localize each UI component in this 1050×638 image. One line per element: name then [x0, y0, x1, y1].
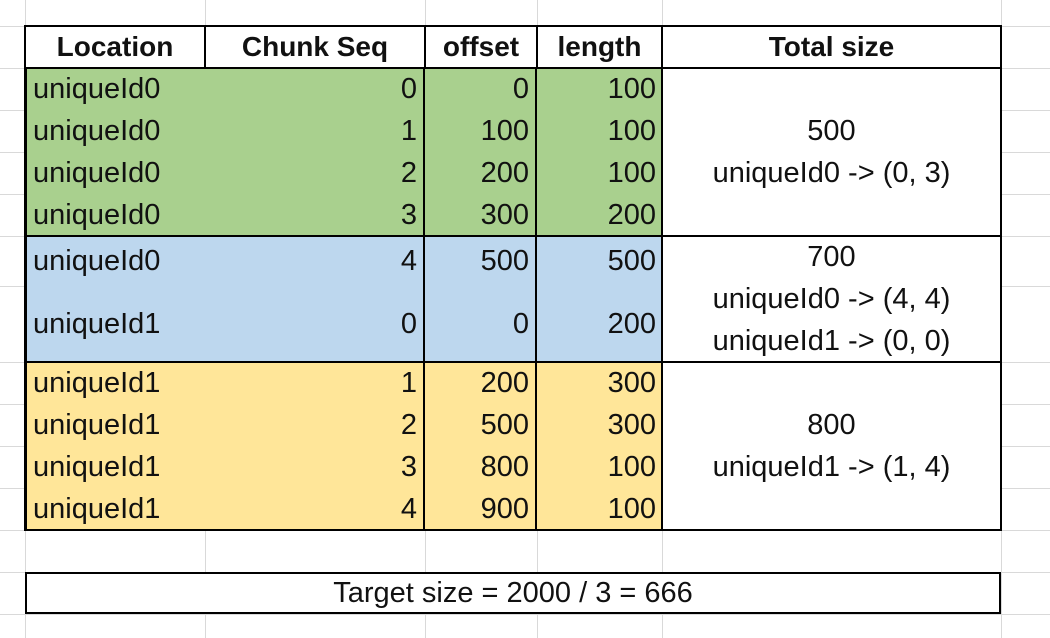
offset-cell[interactable]: 0: [425, 68, 537, 110]
offset-cell[interactable]: 200: [425, 362, 537, 404]
header-border-bottom: [25, 67, 1002, 69]
location-cell[interactable]: uniqueId0: [25, 110, 205, 152]
chunk-seq-cell[interactable]: 3: [205, 194, 425, 236]
chunk-seq-cell[interactable]: 0: [205, 68, 425, 110]
total-size-cell[interactable]: 800 uniqueId1 -> (1, 4): [662, 362, 1001, 530]
chunk-seq-cell[interactable]: 2: [205, 152, 425, 194]
length-cell[interactable]: 100: [537, 110, 662, 152]
header-length[interactable]: length: [557, 31, 642, 62]
total-size-value: 700: [807, 241, 856, 273]
location-cell[interactable]: uniqueId0: [25, 236, 205, 286]
chunk-mapping: uniqueId0 -> (4, 4): [712, 283, 951, 315]
location-cell[interactable]: uniqueId0: [25, 152, 205, 194]
length-cell[interactable]: 100: [537, 152, 662, 194]
length-cell[interactable]: 100: [537, 68, 662, 110]
header-total-size[interactable]: Total size: [768, 31, 895, 62]
header-location[interactable]: Location: [56, 31, 174, 62]
chunk-seq-cell[interactable]: 4: [205, 488, 425, 530]
chunk-seq-cell[interactable]: 1: [205, 362, 425, 404]
chunk-seq-cell[interactable]: 4: [205, 236, 425, 286]
location-cell[interactable]: uniqueId0: [25, 68, 205, 110]
offset-cell[interactable]: 0: [425, 286, 537, 362]
chunk-mapping: uniqueId1 -> (0, 0): [712, 325, 951, 357]
length-cell[interactable]: 100: [537, 488, 662, 530]
header-chunk-seq[interactable]: Chunk Seq: [241, 31, 389, 62]
header-col-separator: [536, 25, 538, 68]
location-cell[interactable]: uniqueId1: [25, 488, 205, 530]
location-cell[interactable]: uniqueId1: [25, 404, 205, 446]
group-separator: [25, 361, 1002, 363]
table-border-left: [24, 25, 26, 531]
offset-cell[interactable]: 500: [425, 236, 537, 286]
total-size-cell[interactable]: 700 uniqueId0 -> (4, 4) uniqueId1 -> (0, 0…: [662, 236, 1001, 362]
location-cell[interactable]: uniqueId1: [25, 286, 205, 362]
chunk-seq-cell[interactable]: 2: [205, 404, 425, 446]
offset-cell[interactable]: 100: [425, 110, 537, 152]
chunk-seq-cell[interactable]: 3: [205, 446, 425, 488]
chunk-seq-cell[interactable]: 0: [205, 286, 425, 362]
location-cell[interactable]: uniqueId1: [25, 446, 205, 488]
total-size-value: 800: [807, 409, 856, 441]
offset-cell[interactable]: 800: [425, 446, 537, 488]
table-border-bottom: [25, 529, 1002, 531]
location-cell[interactable]: uniqueId1: [25, 362, 205, 404]
offset-cell[interactable]: 900: [425, 488, 537, 530]
chunk-mapping: uniqueId1 -> (1, 4): [712, 451, 951, 483]
offset-cell[interactable]: 200: [425, 152, 537, 194]
length-cell[interactable]: 200: [537, 286, 662, 362]
offset-cell[interactable]: 300: [425, 194, 537, 236]
total-size-cell[interactable]: 500 uniqueId0 -> (0, 3): [662, 68, 1001, 236]
offset-cell[interactable]: 500: [425, 404, 537, 446]
length-cell[interactable]: 100: [537, 446, 662, 488]
header-offset[interactable]: offset: [442, 31, 520, 62]
total-column-left-border: [661, 67, 663, 530]
chunk-seq-cell[interactable]: 1: [205, 110, 425, 152]
chunk-mapping: uniqueId0 -> (0, 3): [712, 157, 951, 189]
group-separator: [25, 235, 1002, 237]
header-col-separator: [204, 25, 206, 68]
length-cell[interactable]: 200: [537, 194, 662, 236]
table-border-right: [1000, 25, 1002, 531]
target-size-cell[interactable]: Target size = 2000 / 3 = 666: [25, 572, 1001, 614]
header-col-separator: [661, 25, 663, 68]
location-cell[interactable]: uniqueId0: [25, 194, 205, 236]
grid-hline: [0, 614, 1050, 615]
length-cell[interactable]: 500: [537, 236, 662, 286]
table-border-top: [25, 25, 1002, 27]
length-cell[interactable]: 300: [537, 404, 662, 446]
header-col-separator: [424, 25, 426, 68]
total-size-value: 500: [807, 115, 856, 147]
length-cell[interactable]: 300: [537, 362, 662, 404]
